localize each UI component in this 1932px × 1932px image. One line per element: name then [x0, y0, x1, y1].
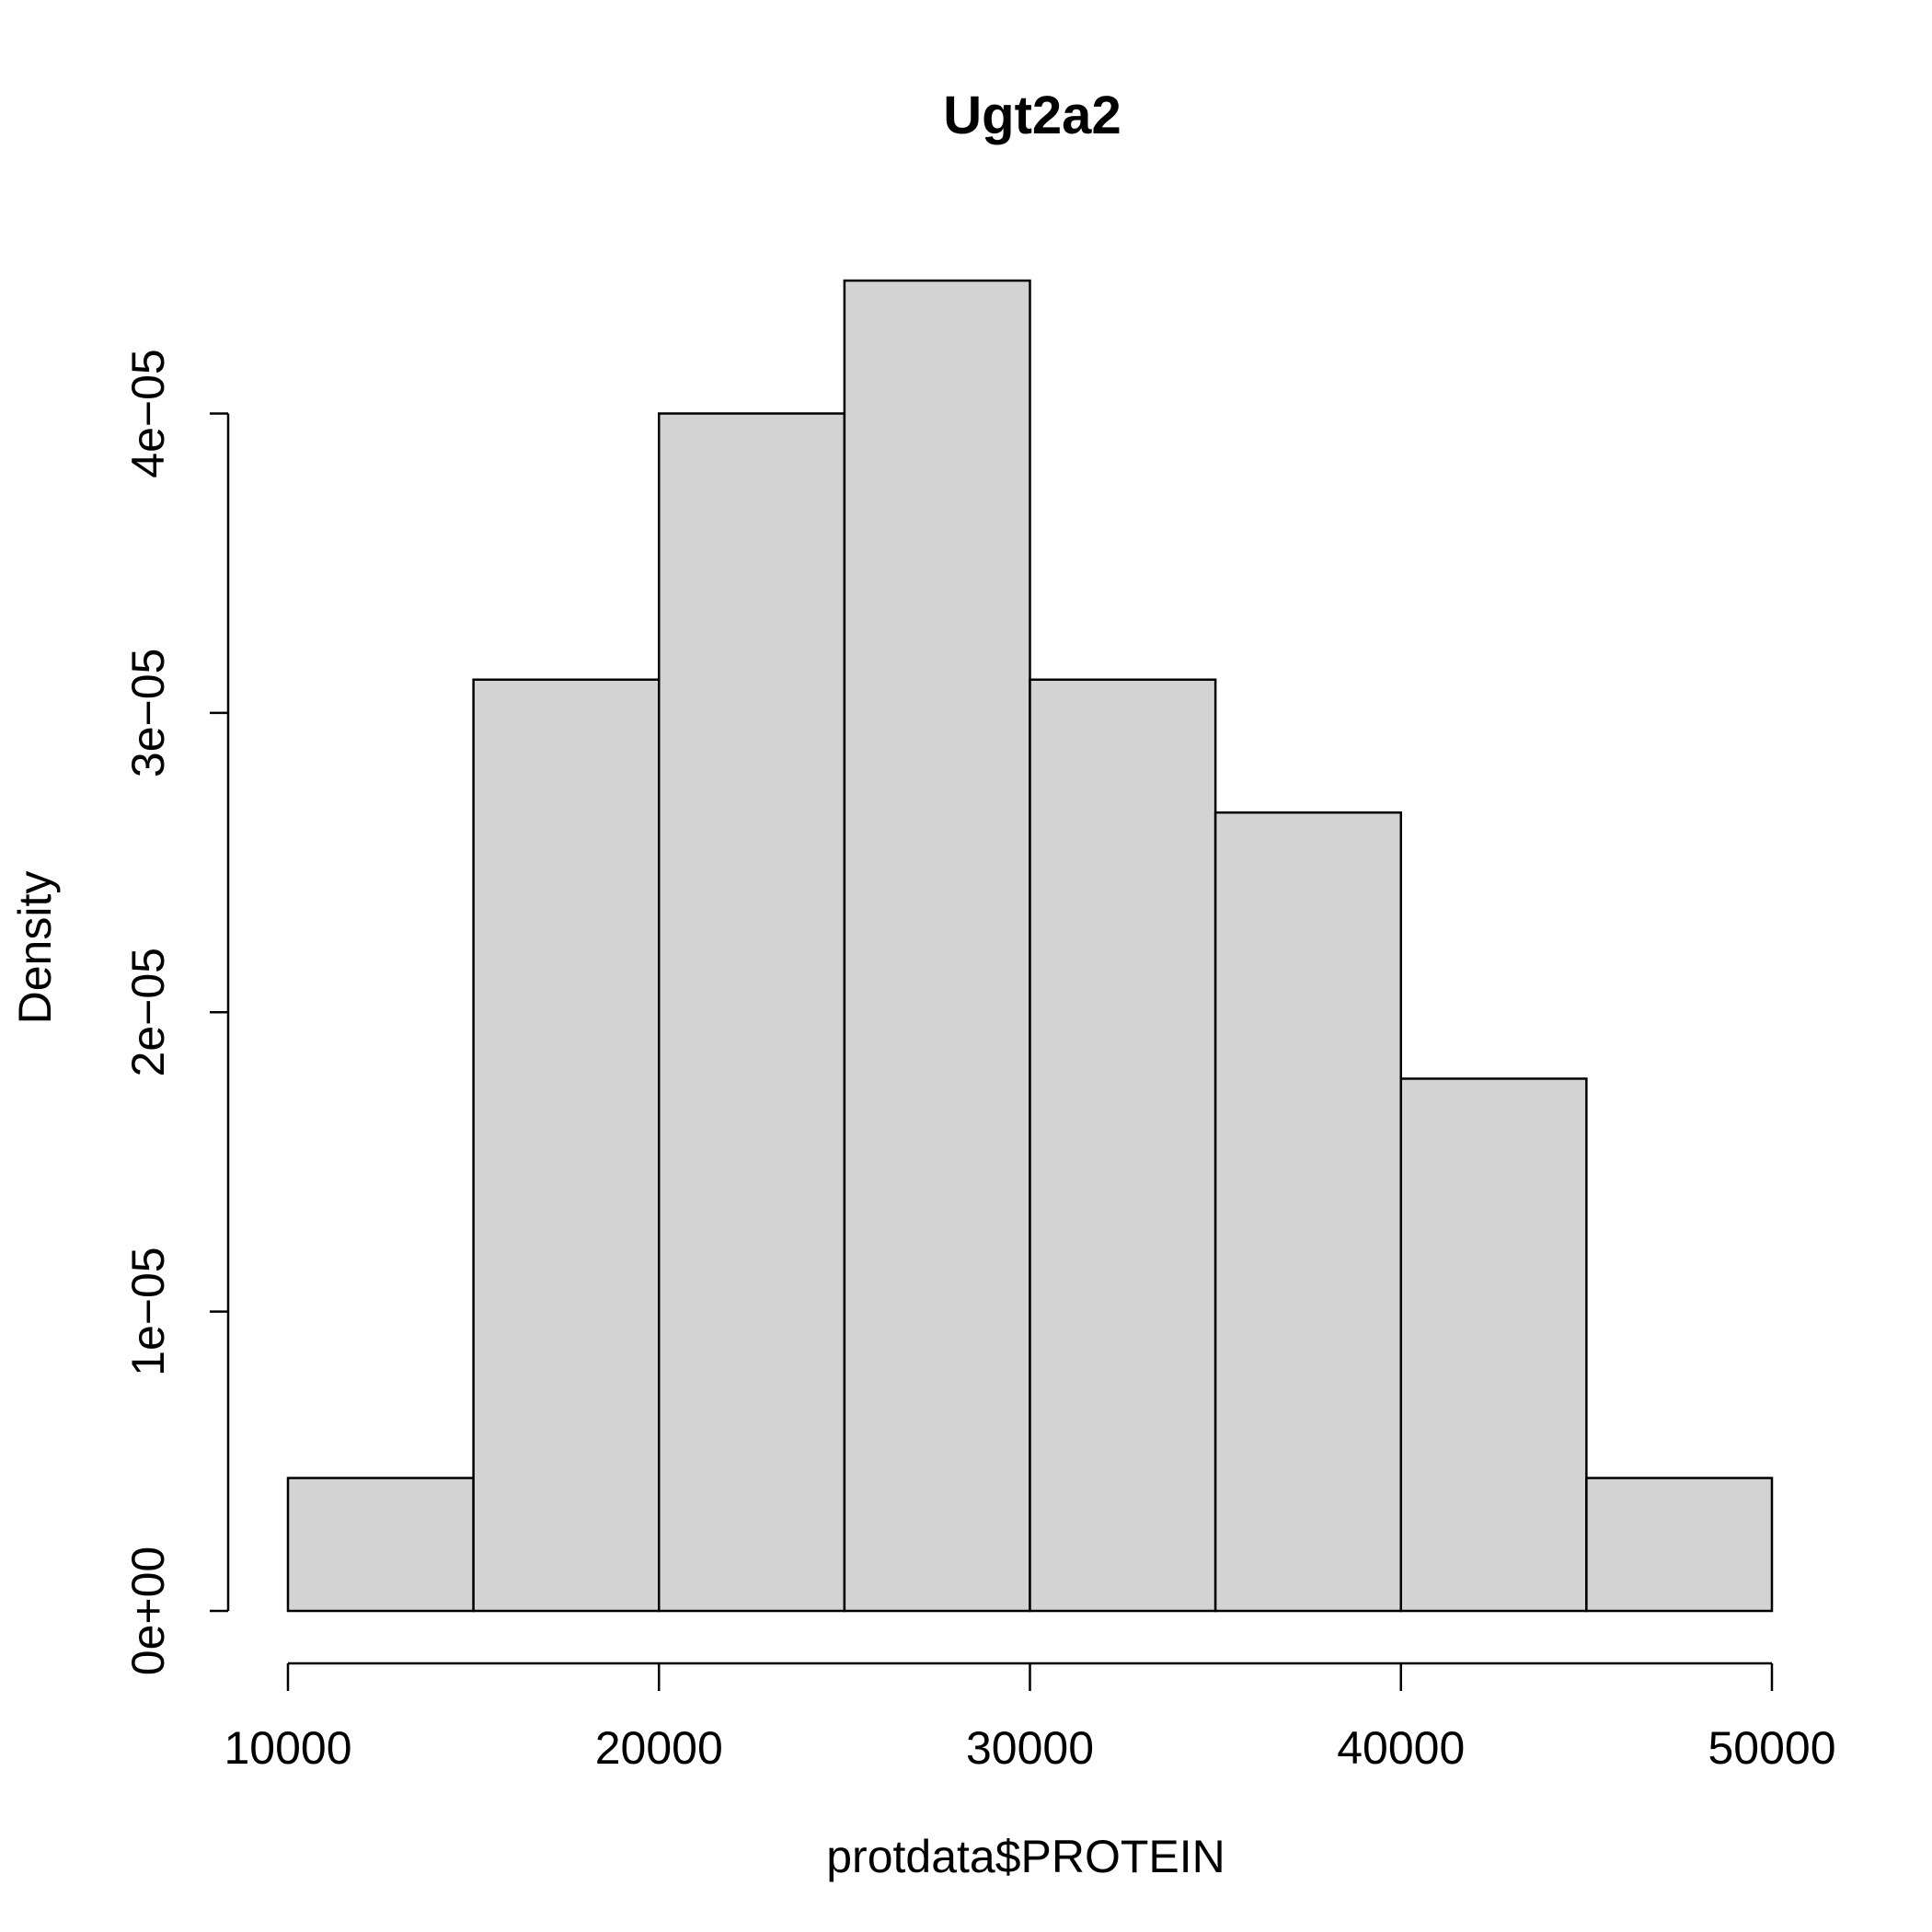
y-tick-label: 3e−05: [122, 649, 174, 777]
y-tick-label: 1e−05: [122, 1247, 174, 1375]
x-tick-label: 50000: [1708, 1722, 1835, 1774]
histogram-bar-2: [472, 678, 661, 1613]
histogram-bar-5: [1029, 678, 1217, 1613]
histogram-bar-4: [843, 279, 1031, 1613]
histogram-bar-6: [1213, 811, 1402, 1613]
x-tick-label: 20000: [595, 1722, 723, 1774]
histogram-bars: [286, 279, 1774, 1613]
x-axis: 10000 20000 30000 40000 50000: [224, 1662, 1836, 1774]
y-axis: 0e+00 1e−05 2e−05 3e−05 4e−05: [122, 349, 230, 1675]
y-axis-label: Density: [9, 871, 61, 1025]
histogram-bar-3: [658, 412, 846, 1613]
y-tick-label: 4e−05: [122, 349, 174, 477]
x-tick-label: 30000: [966, 1722, 1094, 1774]
histogram-bar-8: [1585, 1477, 1774, 1613]
histogram-bar-7: [1399, 1077, 1588, 1613]
x-axis-label: protdata$PROTEIN: [826, 1831, 1225, 1882]
x-tick-label: 40000: [1337, 1722, 1465, 1774]
y-tick-label: 2e−05: [122, 948, 174, 1076]
histogram-bar-1: [286, 1477, 475, 1613]
chart-title: Ugt2a2: [943, 86, 1121, 145]
y-tick-label: 0e+00: [122, 1547, 174, 1675]
x-tick-label: 10000: [224, 1722, 351, 1774]
